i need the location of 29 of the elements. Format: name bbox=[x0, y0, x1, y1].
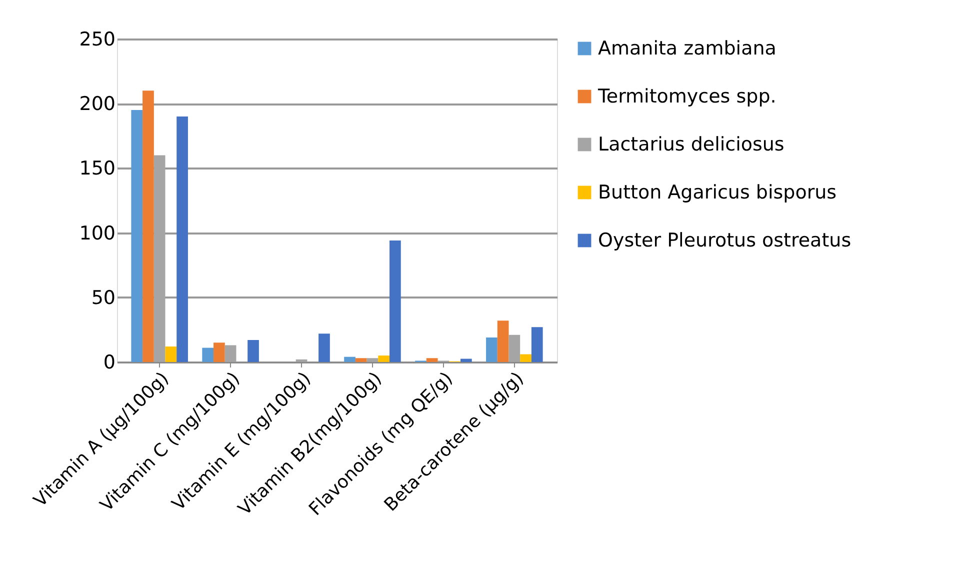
bar bbox=[176, 116, 188, 362]
bar bbox=[460, 358, 472, 362]
y-tick-label: 50 bbox=[91, 286, 116, 309]
bar bbox=[486, 337, 498, 362]
legend-label: Termitomyces spp. bbox=[597, 86, 776, 108]
bar bbox=[131, 110, 143, 362]
bar bbox=[202, 348, 214, 362]
bar bbox=[318, 334, 330, 362]
legend-label: Button Agaricus bisporus bbox=[598, 182, 837, 204]
y-tick-label: 0 bbox=[103, 352, 116, 374]
bar bbox=[378, 356, 390, 362]
bar bbox=[390, 240, 401, 362]
bar bbox=[426, 358, 438, 362]
bar bbox=[344, 356, 356, 362]
bar bbox=[520, 354, 532, 362]
y-tick-label: 200 bbox=[79, 93, 116, 116]
bar bbox=[214, 342, 225, 362]
y-tick-label: 150 bbox=[79, 158, 116, 180]
bar bbox=[355, 358, 367, 362]
legend-label: Amanita zambiana bbox=[598, 38, 776, 60]
y-tick-label: 100 bbox=[79, 222, 116, 244]
bar bbox=[165, 346, 177, 362]
bar bbox=[531, 327, 543, 362]
bar bbox=[142, 90, 154, 362]
legend-label: Oyster Pleurotus ostreatus bbox=[598, 230, 852, 252]
y-tick-label: 250 bbox=[79, 28, 116, 50]
legend-label: Lactarius deliciosus bbox=[598, 134, 784, 156]
bar bbox=[248, 340, 259, 362]
bar bbox=[497, 320, 509, 362]
